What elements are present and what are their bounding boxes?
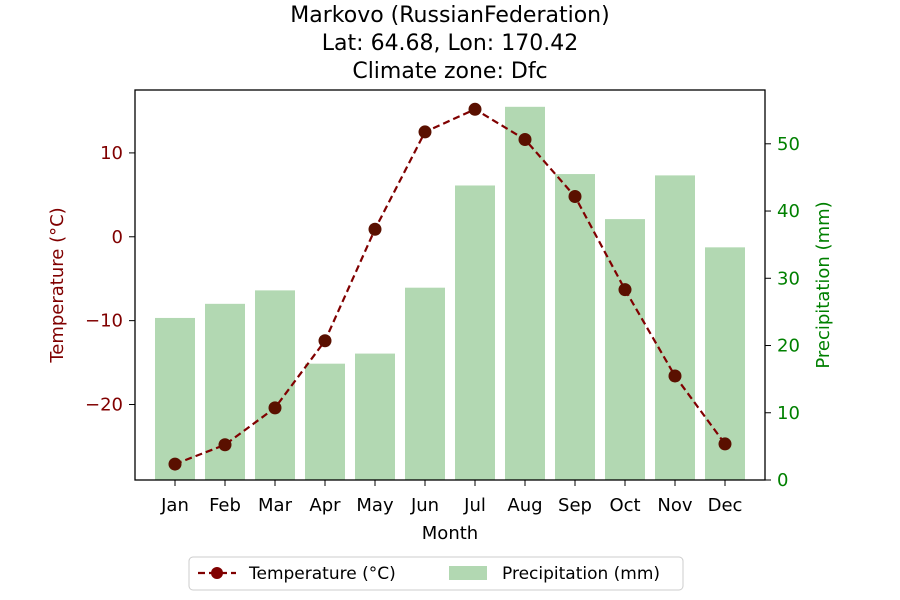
x-tick-label: Apr	[309, 495, 341, 516]
x-tick-label: Mar	[258, 495, 293, 516]
precipitation-bar-nov	[655, 175, 695, 480]
x-tick-label: Jan	[160, 495, 189, 516]
legend-frame	[188, 556, 684, 591]
temperature-point-sep	[568, 190, 582, 204]
x-tick-label: Jul	[463, 495, 486, 516]
precipitation-bar-aug	[505, 106, 545, 480]
chart-title-line-2: Lat: 64.68, Lon: 170.42	[322, 31, 578, 56]
temperature-point-mar	[268, 401, 282, 415]
legend-temperature-marker	[211, 567, 223, 579]
right-y-tick-label: 40	[777, 201, 800, 222]
x-tick-label: Oct	[609, 495, 640, 516]
precipitation-bar-apr	[305, 363, 345, 480]
left-y-tick-label: 0	[112, 227, 123, 248]
legend-temperature-label: Temperature (°C)	[248, 564, 396, 584]
precipitation-bar-mar	[255, 290, 295, 480]
right-y-tick-label: 10	[777, 403, 800, 424]
x-tick-label: Jun	[410, 495, 439, 516]
chart-title-line-3: Climate zone: Dfc	[352, 59, 547, 84]
temperature-point-jun	[418, 125, 432, 139]
precipitation-bar-oct	[605, 219, 645, 480]
left-y-axis: −20 −10 0 10	[85, 143, 135, 416]
temperature-point-feb	[218, 438, 232, 452]
x-tick-label: Feb	[209, 495, 241, 516]
right-y-tick-label: 50	[777, 134, 800, 155]
plot-frame	[134, 89, 766, 481]
legend-precipitation-swatch	[449, 566, 487, 580]
right-y-tick-label: 0	[777, 470, 788, 491]
x-tick-label: May	[356, 495, 394, 516]
x-tick-label: Sep	[558, 495, 592, 516]
right-y-tick-label: 30	[777, 268, 800, 289]
precipitation-bar-feb	[205, 303, 245, 480]
chart-title: Markovo (RussianFederation) Lat: 64.68, …	[290, 3, 609, 84]
temperature-point-may	[368, 222, 382, 236]
legend: Temperature (°C) Precipitation (mm)	[188, 556, 684, 591]
x-tick-label: Dec	[708, 495, 743, 516]
temperature-line	[174, 108, 726, 466]
right-y-axis-label: Precipitation (mm)	[813, 201, 834, 368]
x-tick-label: Nov	[657, 495, 692, 516]
temperature-point-apr	[318, 334, 332, 348]
right-y-tick-label: 20	[777, 336, 800, 357]
temperature-series	[168, 102, 732, 471]
precipitation-bar-jun	[405, 287, 445, 480]
temperature-point-jan	[168, 457, 182, 471]
temperature-point-aug	[518, 132, 532, 146]
left-y-tick-label: 10	[100, 143, 123, 164]
left-y-tick-label: −20	[85, 395, 123, 416]
left-y-tick-label: −10	[85, 311, 123, 332]
temperature-point-jul	[468, 102, 482, 116]
precipitation-bar-sep	[555, 174, 595, 480]
legend-precipitation-label: Precipitation (mm)	[502, 564, 660, 584]
chart-title-line-1: Markovo (RussianFederation)	[290, 3, 609, 28]
x-axis-label: Month	[422, 523, 478, 544]
temperature-point-nov	[668, 369, 682, 383]
x-axis: Jan Feb Mar Apr May Jun Jul Aug Sep Oct Nov Dec	[160, 480, 742, 516]
precipitation-bars	[155, 106, 745, 480]
temperature-point-oct	[618, 283, 632, 297]
precipitation-bar-jul	[455, 185, 495, 480]
temperature-point-dec	[718, 437, 732, 451]
precipitation-bar-may	[355, 353, 395, 480]
left-y-axis-label: Temperature (°C)	[47, 207, 68, 363]
x-tick-label: Aug	[507, 495, 542, 516]
right-y-axis: 0 10 20 30 40 50	[765, 134, 800, 491]
precipitation-bar-jan	[155, 317, 195, 480]
